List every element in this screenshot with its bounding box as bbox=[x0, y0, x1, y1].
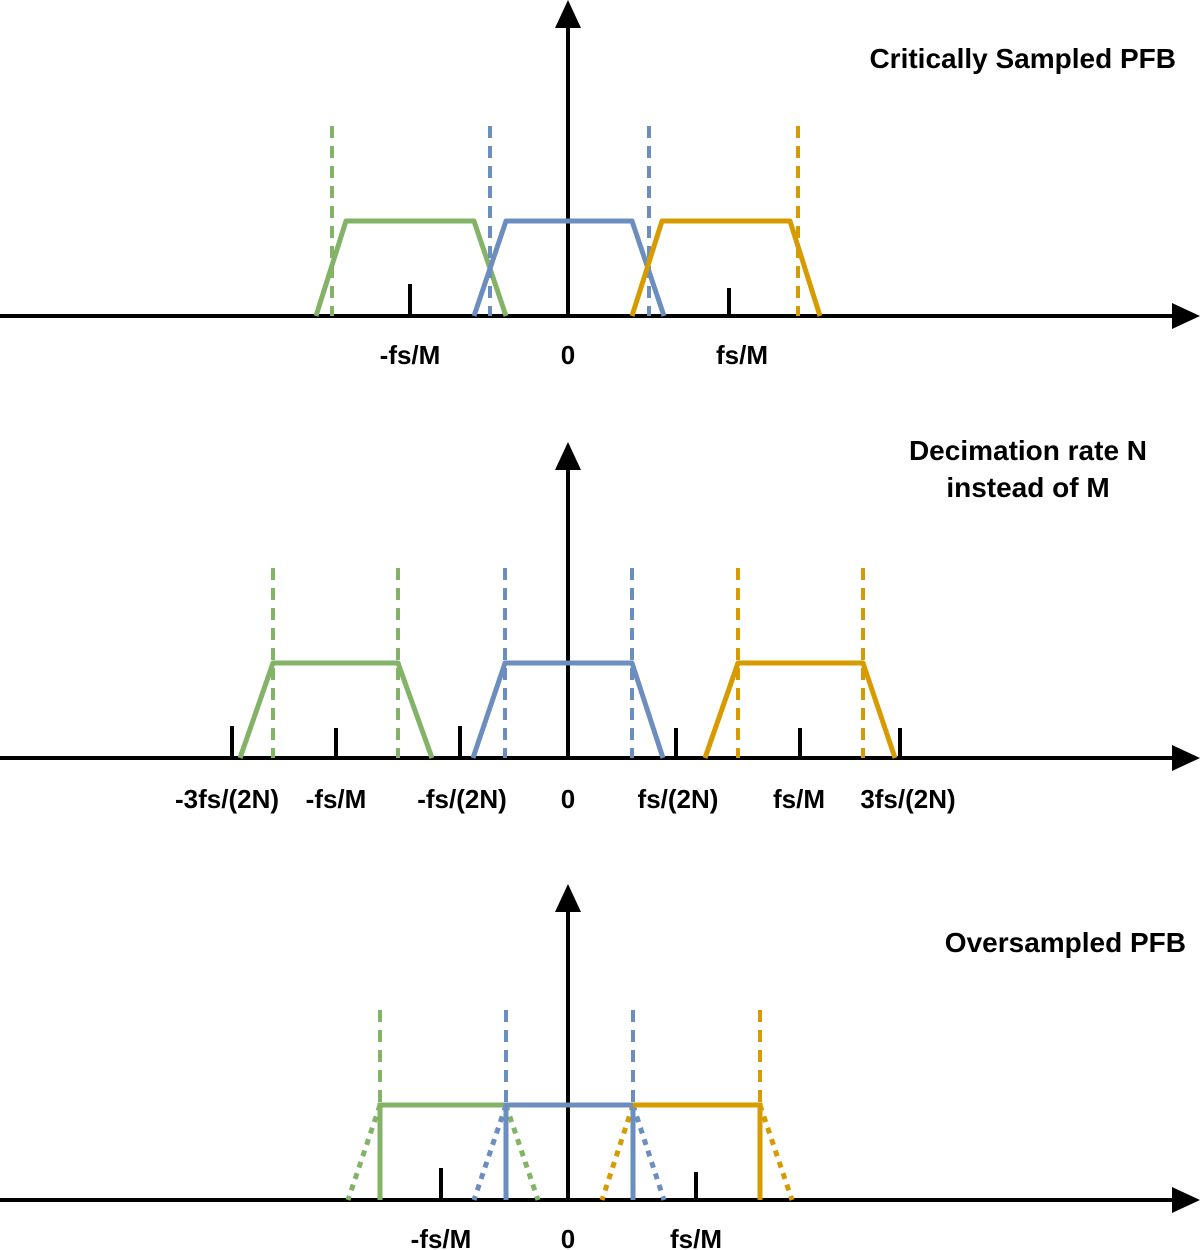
blue-channel-response bbox=[470, 660, 666, 759]
y-axis-arrowhead bbox=[555, 0, 581, 28]
green-channel-skirt-left bbox=[345, 1104, 383, 1201]
orange-channel-passband bbox=[633, 1102, 763, 1200]
y-axis-arrowhead bbox=[555, 442, 581, 470]
panel-critically-sampled: Critically Sampled PFB -fs/M 0 fs/M bbox=[0, 0, 1200, 370]
panel-title: Oversampled PFB bbox=[945, 927, 1186, 958]
blue-channel-skirt-right bbox=[630, 1104, 667, 1201]
panel-title: Critically Sampled PFB bbox=[869, 43, 1176, 74]
panel-title: Decimation rate N bbox=[909, 435, 1147, 466]
tick-label: -fs/M bbox=[380, 340, 441, 370]
tick-label: fs/M bbox=[716, 340, 768, 370]
panel-decimation: Decimation rate N instead of M -3fs/(2N)… bbox=[0, 435, 1200, 814]
tick-label: -fs/M bbox=[411, 1224, 472, 1250]
x-axis-arrowhead bbox=[1172, 303, 1200, 329]
orange-channel-response bbox=[629, 218, 823, 317]
y-axis-arrowhead bbox=[555, 884, 581, 912]
x-axis-arrowhead bbox=[1172, 1187, 1200, 1213]
tick-label: -3fs/(2N) bbox=[175, 784, 279, 814]
orange-channel-skirt-right bbox=[757, 1104, 795, 1201]
tick-label: -fs/(2N) bbox=[417, 784, 507, 814]
green-channel-skirt-right bbox=[503, 1104, 541, 1201]
blue-channel-passband bbox=[503, 1102, 636, 1200]
green-channel-passband bbox=[377, 1102, 506, 1200]
green-channel-response bbox=[237, 660, 435, 759]
tick-label: 0 bbox=[561, 784, 575, 814]
tick-label: 0 bbox=[561, 1224, 575, 1250]
tick-label: 0 bbox=[561, 340, 575, 370]
panel-title: instead of M bbox=[946, 472, 1109, 503]
tick-label: fs/(2N) bbox=[638, 784, 719, 814]
tick-label: -fs/M bbox=[306, 784, 367, 814]
tick-label: fs/M bbox=[773, 784, 825, 814]
blue-channel-skirt-left bbox=[471, 1104, 509, 1201]
tick-label: 3fs/(2N) bbox=[860, 784, 955, 814]
tick-label: fs/M bbox=[670, 1224, 722, 1250]
panel-oversampled: Oversampled PFB -fs/M 0 fs/M bbox=[0, 884, 1200, 1250]
x-axis-arrowhead bbox=[1172, 745, 1200, 771]
orange-channel-skirt-left bbox=[599, 1104, 636, 1201]
orange-channel-response bbox=[702, 660, 898, 759]
